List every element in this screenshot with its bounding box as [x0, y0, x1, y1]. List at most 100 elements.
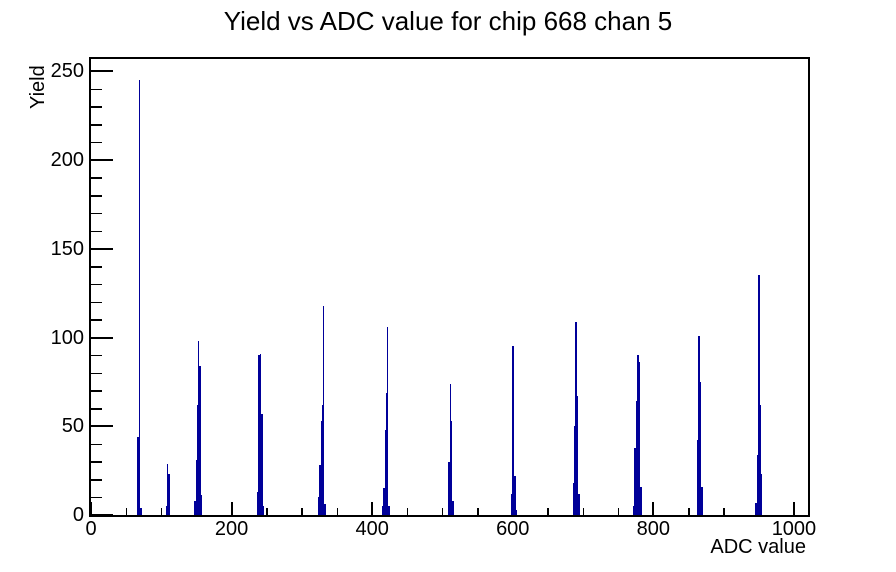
y-minor-tick: [91, 124, 102, 126]
histogram-bar: [515, 509, 518, 515]
x-major-tick: [230, 502, 233, 515]
y-minor-tick: [91, 141, 102, 144]
histogram-bar: [575, 321, 577, 515]
x-major-tick: [792, 502, 795, 515]
x-tick-label: 1000: [771, 518, 817, 540]
x-tick-label: 0: [85, 518, 97, 540]
histogram-bar: [449, 383, 451, 515]
histogram-bar: [199, 365, 201, 515]
histogram-bar: [512, 348, 515, 515]
histogram-bar: [632, 506, 635, 515]
histogram-bar: [194, 500, 196, 515]
y-tick-label: 250: [50, 60, 84, 83]
histogram-bar: [137, 436, 139, 515]
histogram-bar: [514, 475, 516, 515]
histogram-bar: [640, 486, 642, 515]
y-tick-label: 150: [50, 237, 84, 260]
x-minor-tick: [336, 508, 339, 515]
x-minor-tick: [125, 508, 128, 515]
histogram-bar: [197, 341, 200, 515]
y-minor-tick: [91, 230, 102, 233]
histogram-bar: [322, 305, 325, 515]
histogram-bar: [256, 491, 259, 515]
y-minor-tick: [91, 354, 102, 357]
histogram-bar: [258, 355, 260, 515]
x-minor-tick: [160, 508, 163, 515]
x-minor-tick: [301, 508, 303, 515]
histogram-bar: [195, 459, 198, 515]
histogram-bar: [638, 362, 641, 515]
y-tick-label: 50: [61, 415, 84, 438]
histogram-bar: [699, 381, 702, 515]
histogram-bar: [634, 447, 636, 515]
histogram-bar: [166, 463, 169, 515]
histogram-bar: [383, 488, 385, 515]
histogram-bar: [696, 440, 699, 515]
histogram-bar: [698, 335, 700, 515]
x-tick-label: 200: [214, 518, 249, 540]
histogram-bar: [388, 506, 390, 515]
histogram-bar: [200, 495, 203, 515]
y-tick-label: 0: [72, 504, 84, 526]
histogram-bar: [701, 486, 703, 515]
y-minor-tick: [91, 390, 102, 392]
plot-frame: [89, 57, 810, 517]
y-major-tick: [91, 425, 113, 428]
histogram-bar: [262, 506, 265, 515]
x-minor-tick: [723, 508, 725, 515]
histogram-bar: [758, 275, 760, 515]
y-major-tick: [91, 70, 113, 73]
histogram-bar: [382, 506, 384, 515]
y-minor-tick: [91, 319, 102, 321]
histogram-bar: [259, 353, 262, 515]
y-minor-tick: [91, 283, 102, 286]
y-tick-label: 200: [50, 149, 84, 172]
histogram-bar: [386, 326, 389, 515]
chart-title: Yield vs ADC value for chip 668 chan 5: [223, 6, 673, 36]
histogram-bar: [756, 454, 759, 515]
histogram-bar: [261, 413, 263, 515]
x-minor-tick: [266, 508, 268, 515]
y-minor-tick: [91, 479, 102, 481]
histogram-bar: [576, 396, 579, 515]
y-major-tick: [91, 159, 113, 162]
x-tick-label: 600: [496, 518, 530, 540]
histogram-bar: [319, 465, 321, 515]
y-minor-tick: [91, 461, 102, 463]
x-tick-label: 400: [355, 518, 389, 540]
y-minor-tick: [91, 372, 102, 375]
y-minor-tick: [91, 301, 102, 304]
histogram-bar: [450, 420, 453, 515]
histogram-bar: [759, 404, 761, 515]
histogram-bar: [755, 502, 757, 515]
histogram-bar: [573, 426, 576, 515]
y-minor-tick: [91, 496, 102, 499]
y-minor-tick: [91, 212, 102, 215]
histogram-bar: [510, 493, 513, 515]
x-tick-label: 800: [636, 518, 671, 540]
histogram-bar: [324, 504, 326, 515]
histogram-bar: [168, 474, 170, 515]
y-major-tick: [91, 247, 113, 250]
y-minor-tick: [91, 88, 102, 91]
y-minor-tick: [91, 177, 102, 179]
x-minor-tick: [617, 508, 620, 515]
y-minor-tick: [91, 408, 102, 410]
histogram-bar: [138, 80, 141, 515]
x-minor-tick: [406, 508, 409, 515]
y-major-tick: [91, 514, 113, 516]
y-major-tick: [91, 336, 113, 339]
y-tick-label: 100: [50, 326, 84, 349]
x-minor-tick: [547, 508, 549, 515]
y-minor-tick: [91, 106, 102, 108]
y-minor-tick: [91, 443, 102, 446]
histogram-bar: [635, 401, 638, 515]
histogram-bar: [384, 429, 387, 515]
histogram-bar: [578, 493, 580, 515]
x-minor-tick: [477, 508, 479, 515]
histogram-bar: [572, 483, 575, 515]
histogram-bar: [140, 507, 142, 515]
x-minor-tick: [441, 508, 444, 515]
x-major-tick: [371, 502, 374, 515]
